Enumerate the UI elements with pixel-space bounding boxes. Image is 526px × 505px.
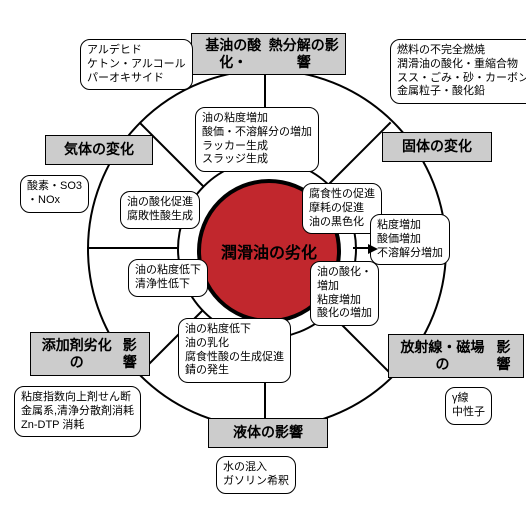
spoke: [87, 247, 177, 249]
category-line: 放射線・磁場の: [395, 339, 490, 374]
note-n-llow-outer: 粘度指数向上剤せん断 金属系,清浄分散剤消耗 Zn-DTP 消耗: [14, 386, 141, 437]
category-leftlow: 添加剤劣化の影響: [30, 332, 150, 376]
diagram-stage: { "canvas": { "w": 526, "h": 505, "bg": …: [0, 0, 526, 505]
note-n-top-outer: アルデヒド ケトン・アルコール パーオキサイド: [80, 39, 193, 90]
center-label: 潤滑油の劣化: [221, 239, 317, 263]
category-bottom: 液体の影響: [208, 418, 328, 448]
category-line: 基油の酸化・: [198, 37, 269, 72]
category-line: 添加剤劣化の: [37, 337, 117, 372]
category-line: 影響: [490, 339, 517, 374]
category-line: 影響: [117, 337, 144, 372]
note-n-rlow-inner: 油の酸化・ 増加 粘度増加 酸化の増加: [310, 261, 379, 326]
category-line: 気体の変化: [64, 141, 134, 159]
category-left: 気体の変化: [45, 135, 153, 165]
note-n-right-inner2: 粘度増加 酸価増加 不溶解分増加: [370, 214, 450, 265]
note-n-bottom-inner: 油の粘度低下 油の乳化 腐食性酸の生成促進 錆の発生: [178, 318, 291, 383]
note-n-llow-inner: 油の粘度低下 清浄性低下: [128, 259, 208, 297]
note-n-left-inner: 油の酸化促進 腐敗性酸生成: [120, 191, 200, 229]
category-top: 基油の酸化・熱分解の影響: [191, 33, 346, 75]
note-n-left-outer: 酸素・SO3 ・NOx: [20, 175, 89, 213]
category-rightlow: 放射線・磁場の影響: [388, 334, 524, 378]
category-line: 固体の変化: [402, 138, 472, 156]
category-line: 液体の影響: [233, 424, 303, 442]
note-n-bottom-outer: 水の混入 ガソリン希釈: [216, 456, 296, 494]
category-right: 固体の変化: [382, 132, 492, 162]
note-n-rlow-outer: γ線 中性子: [445, 387, 492, 425]
arrow-accent: [368, 244, 378, 254]
category-line: 熱分解の影響: [269, 37, 340, 72]
note-n-top-inner: 油の粘度増加 酸価・不溶解分の増加 ラッカー生成 スラッジ生成: [195, 107, 319, 172]
note-n-right-outer: 燃料の不完全燃焼 潤滑油の酸化・重縮合物 スス・ごみ・砂・カーボン 金属粒子・酸…: [390, 39, 526, 104]
